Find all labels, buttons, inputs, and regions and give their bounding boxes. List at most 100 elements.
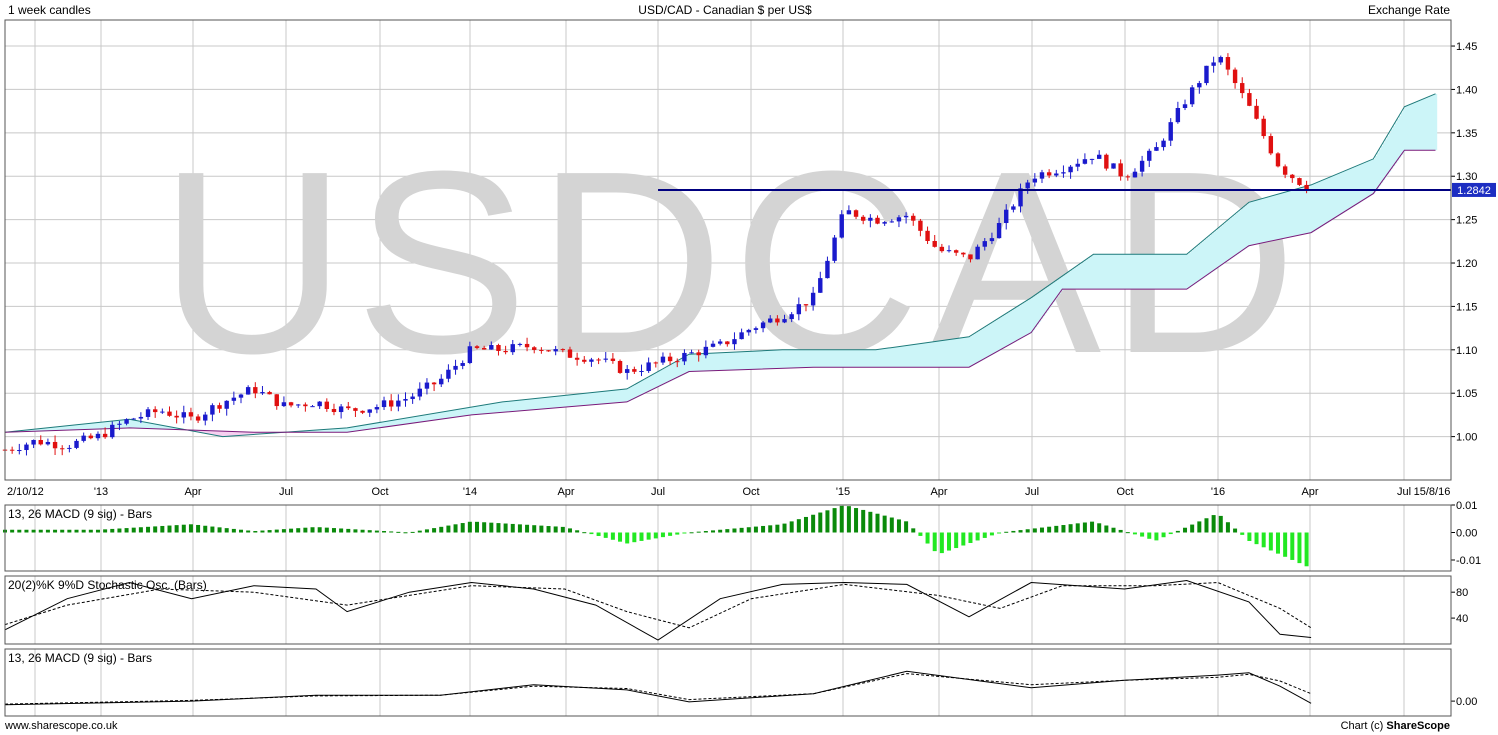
cloud-slice — [697, 353, 700, 372]
cloud-slice — [859, 349, 862, 368]
cloud-slice — [43, 428, 46, 431]
candle-body — [825, 260, 830, 279]
macd-bar — [210, 526, 215, 533]
cloud-slice — [675, 362, 678, 379]
cloud-slice — [1175, 254, 1178, 290]
cloud-slice — [809, 349, 812, 368]
cloud-slice — [1211, 233, 1214, 273]
source-url[interactable]: www.sharescope.co.uk — [5, 720, 118, 732]
cloud-slice — [199, 430, 202, 433]
cloud-slice — [1291, 190, 1294, 237]
candle-body — [253, 387, 258, 394]
cloud-slice — [443, 411, 446, 419]
macd-bar — [1268, 532, 1273, 551]
candle-body — [324, 401, 330, 409]
macd-bar — [317, 527, 322, 533]
macd-bar — [861, 509, 866, 533]
candle-body — [117, 423, 122, 425]
macd-bar — [889, 517, 894, 533]
macd-bar — [525, 524, 530, 533]
cloud-slice — [667, 366, 670, 383]
cloud-slice — [133, 419, 136, 429]
cloud-slice — [347, 427, 350, 433]
cloud-slice — [1025, 301, 1028, 336]
cloud-slice — [1083, 261, 1086, 290]
cloud-slice — [585, 393, 588, 406]
cloud-slice — [649, 376, 652, 392]
cloud-slice — [473, 406, 476, 415]
cloud-slice — [1119, 254, 1122, 290]
x-tick-label: Apr — [1301, 486, 1318, 498]
cloud-slice — [1091, 256, 1094, 290]
cloud-slice — [771, 350, 774, 369]
macd-bar — [110, 528, 115, 533]
cloud-slice — [715, 352, 718, 371]
macd-bar — [625, 532, 630, 544]
macd-bar — [753, 526, 758, 533]
cloud-slice — [25, 430, 28, 432]
candle-body — [467, 346, 473, 364]
cloud-slice — [681, 358, 684, 376]
x-tick-label: 15/8/16 — [1414, 486, 1451, 498]
cloud-slice — [823, 349, 826, 368]
cloud-slice — [407, 417, 410, 424]
cloud-slice — [1345, 170, 1348, 212]
candle-body — [739, 332, 744, 340]
candle-body — [860, 216, 866, 221]
macd-line-panel-title: 13, 26 MACD (9 sig) - Bars — [8, 651, 152, 665]
copyright-prefix: Chart (c) — [1340, 720, 1387, 732]
cloud-slice — [299, 431, 302, 433]
stochastic-panel-title: 20(2)%K 9%D Stochastic Osc. (Bars) — [8, 578, 207, 592]
cloud-slice — [851, 349, 854, 368]
cloud-slice — [1425, 98, 1428, 151]
macd-bar — [1068, 524, 1073, 533]
cloud-slice — [1033, 296, 1036, 330]
cloud-slice — [1127, 254, 1130, 290]
candle-body — [181, 412, 186, 418]
cloud-slice — [1373, 158, 1376, 194]
cloud-slice — [893, 347, 896, 368]
cloud-slice — [663, 368, 666, 385]
cloud-slice — [237, 431, 240, 436]
cloud-slice — [985, 326, 988, 359]
cloud-slice — [511, 401, 514, 412]
cloud-span-a-line — [4, 93, 1436, 438]
macd-bar — [1233, 528, 1238, 533]
cloud-slice — [659, 370, 662, 387]
cloud-slice — [917, 344, 920, 368]
cloud-slice — [563, 395, 566, 408]
cloud-slice — [933, 341, 936, 368]
candle-body — [939, 246, 945, 252]
cloud-slice — [427, 414, 430, 422]
cloud-slice — [1017, 306, 1020, 341]
cloud-slice — [683, 357, 686, 375]
macd-bar — [825, 510, 830, 533]
macd-bar — [1025, 529, 1030, 533]
cloud-slice — [257, 432, 260, 435]
cloud-slice — [541, 397, 544, 410]
cloud-slice — [245, 431, 248, 436]
candle-body — [381, 400, 387, 408]
cloud-slice — [1251, 201, 1254, 246]
cloud-slice — [947, 339, 950, 368]
x-tick-label: Apr — [557, 486, 574, 498]
macd-bar — [1054, 525, 1059, 533]
macd-line-y-tick-label: 0.00 — [1456, 696, 1477, 708]
cloud-slice — [23, 430, 26, 432]
cloud-slice — [651, 375, 654, 391]
candle-body — [703, 346, 709, 356]
macd-bar — [1061, 525, 1066, 533]
candle-body — [553, 349, 558, 352]
cloud-slice — [233, 431, 236, 436]
cloud-slice — [975, 333, 978, 364]
cloud-slice — [1273, 195, 1276, 241]
macd-bar — [124, 528, 129, 533]
cloud-slice — [383, 421, 386, 428]
cloud-slice — [75, 424, 78, 430]
cloud-slice — [885, 348, 888, 368]
y-tick-label: 1.30 — [1456, 171, 1477, 183]
cloud-slice — [195, 430, 198, 432]
macd-bar — [217, 527, 222, 533]
candle-body — [267, 392, 272, 395]
candle-body — [1175, 107, 1181, 123]
